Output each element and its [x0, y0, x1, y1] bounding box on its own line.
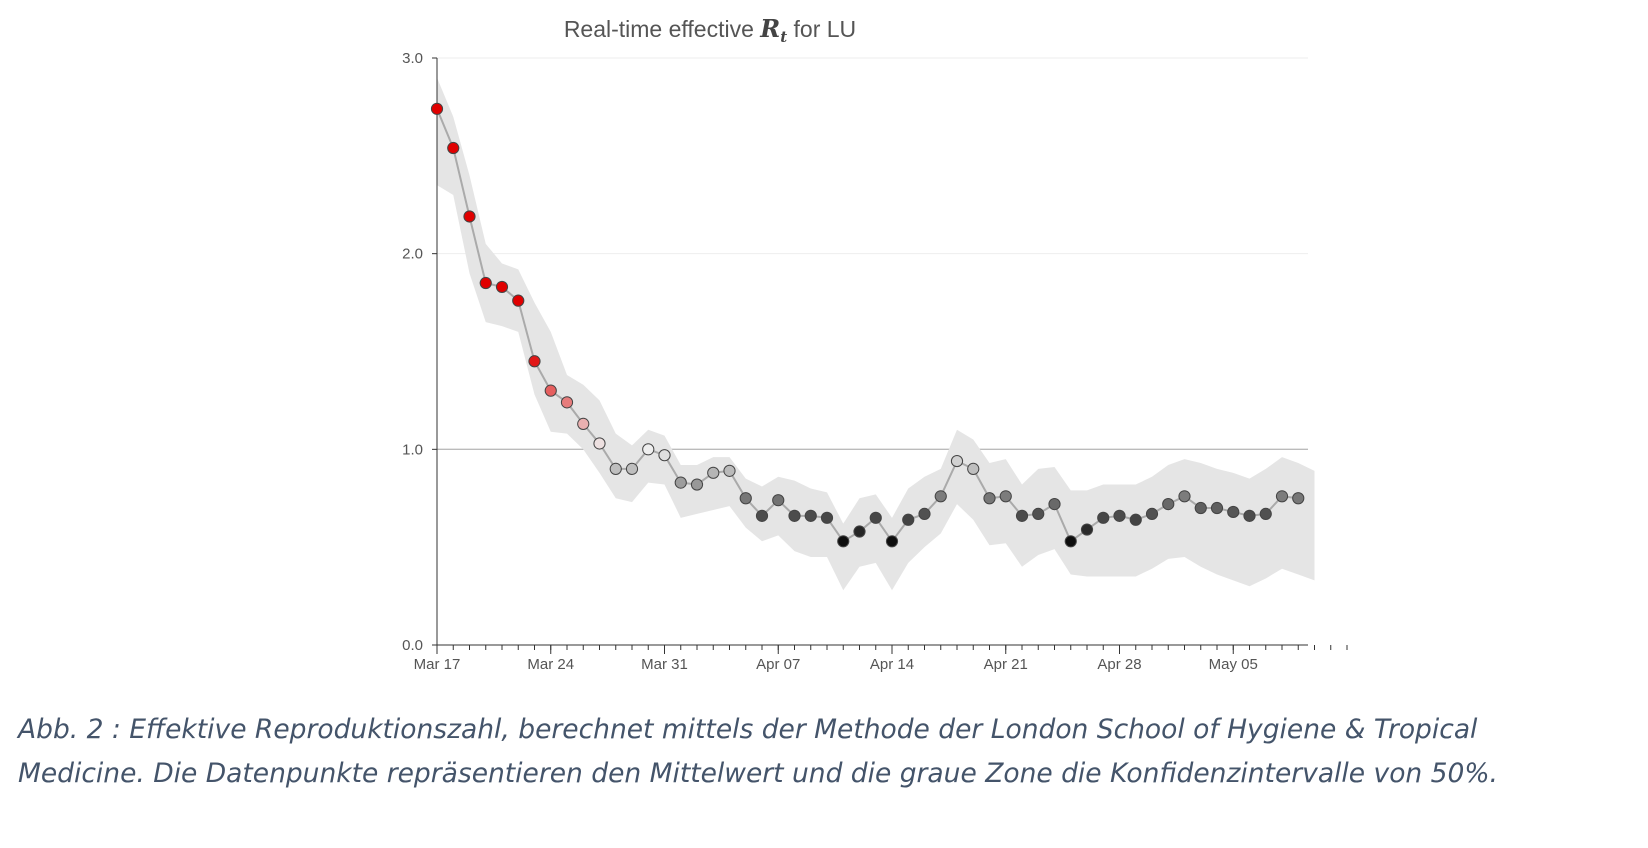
data-point: [609, 462, 622, 475]
x-tick-label: Mar 17: [414, 656, 461, 673]
x-tick-label: Apr 07: [756, 656, 800, 673]
data-point: [528, 355, 541, 368]
x-tick-label: Mar 31: [641, 656, 688, 673]
gridlines: [437, 57, 1308, 450]
data-point: [642, 443, 655, 456]
data-point: [1259, 507, 1272, 521]
data-point: [1113, 509, 1126, 522]
data-point: [918, 507, 931, 521]
data-point: [853, 525, 866, 538]
x-tick-label: Mar 24: [527, 656, 574, 673]
y-tick-label: 2.0: [402, 246, 423, 263]
data-point: [479, 276, 492, 290]
data-point: [837, 535, 850, 548]
data-point: [739, 492, 752, 505]
data-point: [1080, 523, 1094, 536]
data-point: [430, 102, 444, 115]
data-points: [430, 102, 1305, 548]
y-tick-label: 0.0: [402, 637, 423, 654]
x-tick-label: Apr 14: [870, 656, 914, 673]
data-point: [1048, 498, 1061, 511]
data-point: [1292, 492, 1305, 505]
data-point: [902, 513, 915, 526]
chart-title-prefix: Real-time effective: [564, 16, 754, 42]
caption-line-2: Medicine. Die Datenpunkte repräsentieren…: [18, 758, 1498, 789]
data-point: [772, 494, 785, 507]
data-point: [804, 509, 817, 522]
data-point: [1194, 501, 1207, 515]
data-point: [820, 511, 834, 524]
data-point: [1210, 501, 1224, 515]
data-point: [950, 454, 964, 468]
data-point: [544, 384, 557, 397]
data-point: [447, 141, 460, 155]
data-point: [1064, 535, 1077, 548]
data-point: [1162, 498, 1175, 511]
data-point: [674, 476, 687, 489]
x-tick-label: May 05: [1209, 656, 1258, 673]
data-point: [463, 210, 476, 223]
data-point: [967, 462, 980, 475]
confidence-band-layer: [437, 77, 1315, 591]
data-point: [999, 490, 1012, 503]
data-point: [1129, 513, 1142, 526]
data-point: [625, 462, 639, 475]
data-point: [723, 464, 736, 477]
data-point: [755, 509, 769, 522]
chart-title: Real-time effective Rt for LU: [564, 14, 856, 46]
data-point: [577, 417, 590, 430]
data-point: [707, 466, 720, 479]
data-point: [869, 511, 882, 524]
data-point: [560, 396, 574, 409]
y-tick-label: 3.0: [402, 50, 423, 67]
data-point: [690, 478, 704, 491]
data-point: [495, 280, 509, 294]
figure-caption: Abb. 2 : Effektive Reproduktionszahl, be…: [18, 708, 1643, 796]
data-point: [1032, 507, 1045, 521]
data-point: [1178, 490, 1191, 503]
chart-title-suffix: for LU: [794, 16, 857, 42]
data-point: [1145, 507, 1159, 521]
data-point: [1097, 511, 1110, 524]
data-point: [983, 492, 996, 505]
data-point: [1015, 509, 1029, 522]
data-point: [658, 449, 671, 462]
rt-chart: Real-time effective Rt for LU 0.0 1.0 2.0 3…: [402, 14, 1348, 673]
data-point: [512, 294, 525, 307]
chart-title-subscript: t: [780, 28, 787, 46]
data-point: [788, 509, 801, 522]
confidence-band: [437, 77, 1315, 591]
caption-line-1: Abb. 2 : Effektive Reproduktionszahl, be…: [18, 714, 1478, 745]
y-tick-label: 1.0: [402, 441, 423, 458]
data-point: [1243, 509, 1256, 522]
data-point: [885, 535, 899, 548]
chart-title-symbol: R: [759, 14, 780, 43]
data-point: [593, 437, 606, 450]
axes: 0.0 1.0 2.0 3.0 Mar 17 Mar 24 Mar 31 Apr 07 Apr …: [402, 50, 1348, 673]
data-point: [1227, 505, 1240, 519]
x-tick-label: Apr 21: [984, 656, 1028, 673]
x-tick-label: Apr 28: [1097, 656, 1141, 673]
data-point: [1275, 490, 1289, 503]
data-point: [934, 490, 947, 503]
